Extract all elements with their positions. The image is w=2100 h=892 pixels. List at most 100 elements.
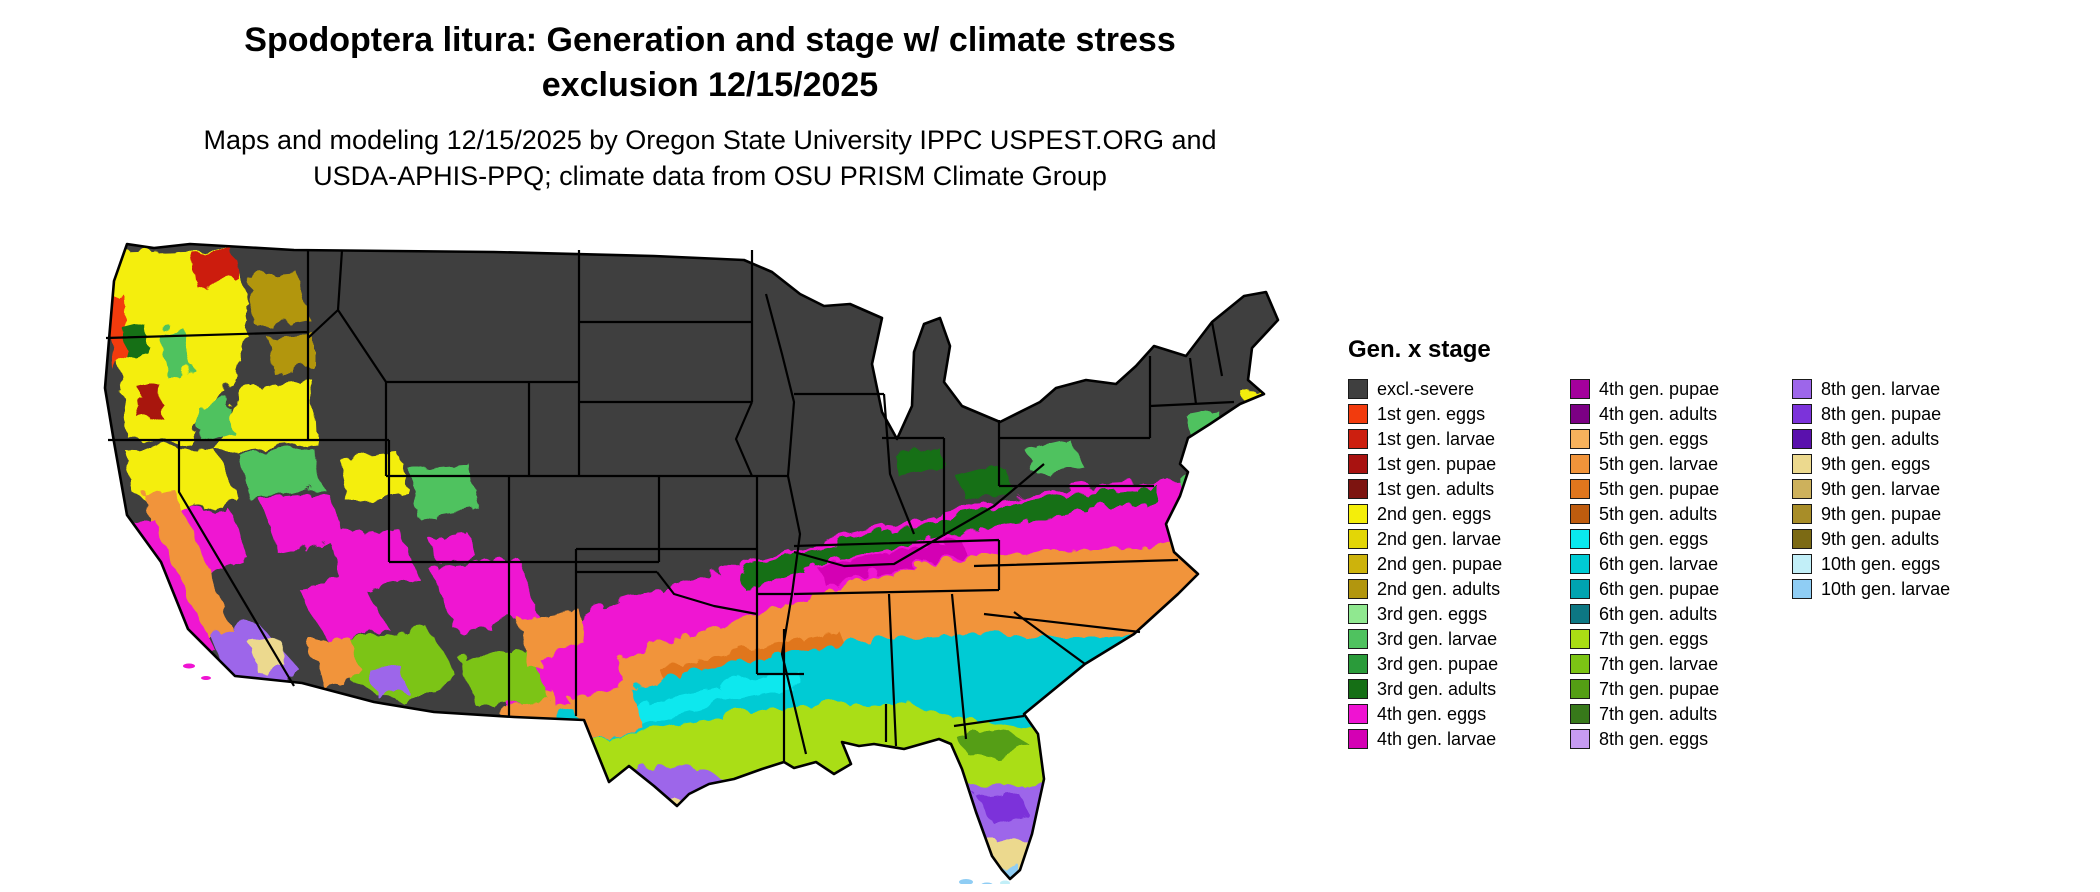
- legend-color-swatch: [1348, 378, 1368, 399]
- legend-item: 7th gen. eggs: [1570, 626, 1792, 651]
- legend-item-label: 8th gen. eggs: [1599, 728, 1709, 749]
- legend-item-label: 9th gen. larvae: [1821, 478, 1941, 499]
- legend-item: 9th gen. larvae: [1792, 476, 2014, 501]
- legend-item-label: 4th gen. larvae: [1377, 728, 1497, 749]
- legend-item-label: 10th gen. larvae: [1821, 578, 1951, 599]
- legend-column-1: excl.-severe 1st gen. eggs 1st gen. larvae…: [1348, 376, 1570, 751]
- legend-item: 4th gen. eggs: [1348, 701, 1570, 726]
- legend-item-label: 4th gen. adults: [1599, 403, 1718, 424]
- legend-item-label: 2nd gen. larvae: [1377, 528, 1502, 549]
- legend-item-label: 8th gen. larvae: [1821, 378, 1941, 399]
- legend-item: 7th gen. pupae: [1570, 676, 1792, 701]
- legend-item-label: 3rd gen. larvae: [1377, 628, 1498, 649]
- subtitle-line-1: Maps and modeling 12/15/2025 by Oregon S…: [203, 124, 1217, 155]
- legend-item-label: 2nd gen. eggs: [1377, 503, 1492, 524]
- legend-color-swatch: [1348, 728, 1368, 749]
- legend-item-label: 1st gen. adults: [1377, 478, 1495, 499]
- legend-color-swatch: [1792, 528, 1812, 549]
- islands: [183, 663, 1010, 884]
- legend-color-swatch: [1570, 628, 1590, 649]
- legend-item-label: 8th gen. pupae: [1821, 403, 1942, 424]
- patch-nv-green: [234, 444, 319, 494]
- legend-color-swatch: [1348, 528, 1368, 549]
- patch-darkred: [134, 379, 159, 419]
- legend-color-swatch: [1570, 403, 1590, 424]
- band-gen6-larvae-streak: [614, 666, 800, 722]
- legend-item-label: 6th gen. adults: [1599, 603, 1718, 624]
- legend-columns: excl.-severe 1st gen. eggs 1st gen. larvae…: [1348, 376, 2048, 751]
- legend-color-swatch: [1570, 428, 1590, 449]
- legend-color-swatch: [1348, 403, 1368, 424]
- patch-ohio-dkgreen: [954, 462, 1009, 496]
- legend-color-swatch: [1570, 678, 1590, 699]
- legend-item-label: 5th gen. adults: [1599, 503, 1718, 524]
- legend-item: 6th gen. adults: [1570, 601, 1792, 626]
- legend-item: 9th gen. eggs: [1792, 451, 2014, 476]
- legend-item: 8th gen. larvae: [1792, 376, 2014, 401]
- legend-color-swatch: [1570, 603, 1590, 624]
- patch-pa-green: [1024, 439, 1079, 472]
- patch-or-green2: [194, 394, 229, 439]
- patch-snv-magenta: [294, 574, 384, 639]
- legend-color-swatch: [1570, 728, 1590, 749]
- legend-color-swatch: [1348, 678, 1368, 699]
- legend-item-label: 6th gen. pupae: [1599, 578, 1720, 599]
- channel-island: [183, 663, 195, 669]
- legend-color-swatch: [1348, 628, 1368, 649]
- florida-keys-island: [1000, 880, 1010, 884]
- patch-ut-green: [404, 459, 474, 514]
- legend-item-label: 7th gen. eggs: [1599, 628, 1709, 649]
- page-title: Spodoptera litura: Generation and stage …: [150, 18, 1270, 108]
- legend-color-swatch: [1570, 703, 1590, 724]
- legend-color-swatch: [1348, 603, 1368, 624]
- legend-item-label: 10th gen. eggs: [1821, 553, 1941, 574]
- legend-item: 7th gen. adults: [1570, 701, 1792, 726]
- legend-item-label: 7th gen. larvae: [1599, 653, 1719, 674]
- legend-item-label: 6th gen. larvae: [1599, 553, 1719, 574]
- attribution-text: Maps and modeling 12/15/2025 by Oregon S…: [150, 122, 1270, 195]
- legend-color-swatch: [1348, 503, 1368, 524]
- legend-color-swatch: [1792, 553, 1812, 574]
- legend-item: 6th gen. larvae: [1570, 551, 1792, 576]
- legend-item: 4th gen. larvae: [1348, 726, 1570, 751]
- legend-item: 8th gen. pupae: [1792, 401, 2014, 426]
- legend-color-swatch: [1570, 378, 1590, 399]
- legend-item: 2nd gen. pupae: [1348, 551, 1570, 576]
- legend-column-2: 4th gen. pupae 4th gen. adults 5th gen. eg…: [1570, 376, 1792, 751]
- legend-item-label: 3rd gen. pupae: [1377, 653, 1499, 674]
- legend-color-swatch: [1792, 503, 1812, 524]
- legend-item: 6th gen. pupae: [1570, 576, 1792, 601]
- legend-item-label: excl.-severe: [1377, 378, 1475, 399]
- legend-item: 1st gen. larvae: [1348, 426, 1570, 451]
- legend-item-label: 2nd gen. pupae: [1377, 553, 1503, 574]
- legend-color-swatch: [1348, 478, 1368, 499]
- legend-color-swatch: [1348, 653, 1368, 674]
- subtitle-line-2: USDA-APHIS-PPQ; climate data from OSU PR…: [313, 161, 1107, 192]
- legend-item-label: 9th gen. eggs: [1821, 453, 1931, 474]
- legend-column-3: 8th gen. larvae 8th gen. pupae 8th gen. ad…: [1792, 376, 2014, 601]
- legend-color-swatch: [1792, 478, 1812, 499]
- legend-item: 2nd gen. adults: [1348, 576, 1570, 601]
- patch-co-magenta: [424, 529, 474, 559]
- legend-item-label: 7th gen. adults: [1599, 703, 1718, 724]
- title-block: Spodoptera litura: Generation and stage …: [150, 18, 1270, 195]
- legend-item-label: 3rd gen. eggs: [1377, 603, 1488, 624]
- legend-item-label: 9th gen. adults: [1821, 528, 1940, 549]
- patch-ewa-olive1: [244, 269, 304, 324]
- legend-color-swatch: [1570, 478, 1590, 499]
- legend-item: 10th gen. larvae: [1792, 576, 2014, 601]
- legend-item: 2nd gen. larvae: [1348, 526, 1570, 551]
- patch-michigan-dkgreen: [889, 442, 942, 472]
- legend-color-swatch: [1348, 578, 1368, 599]
- title-line-1: Spodoptera litura: Generation and stage …: [244, 21, 1176, 59]
- legend-item: 3rd gen. eggs: [1348, 601, 1570, 626]
- legend-item-label: 3rd gen. adults: [1377, 678, 1497, 699]
- legend-item: 9th gen. adults: [1792, 526, 2014, 551]
- patch-wa-red: [189, 246, 234, 284]
- legend-item: excl.-severe: [1348, 376, 1570, 401]
- patch-az-orange: [309, 632, 359, 684]
- patch-ewa-olive2: [264, 329, 309, 369]
- us-choropleth-map: [94, 234, 1300, 884]
- legend-color-swatch: [1792, 578, 1812, 599]
